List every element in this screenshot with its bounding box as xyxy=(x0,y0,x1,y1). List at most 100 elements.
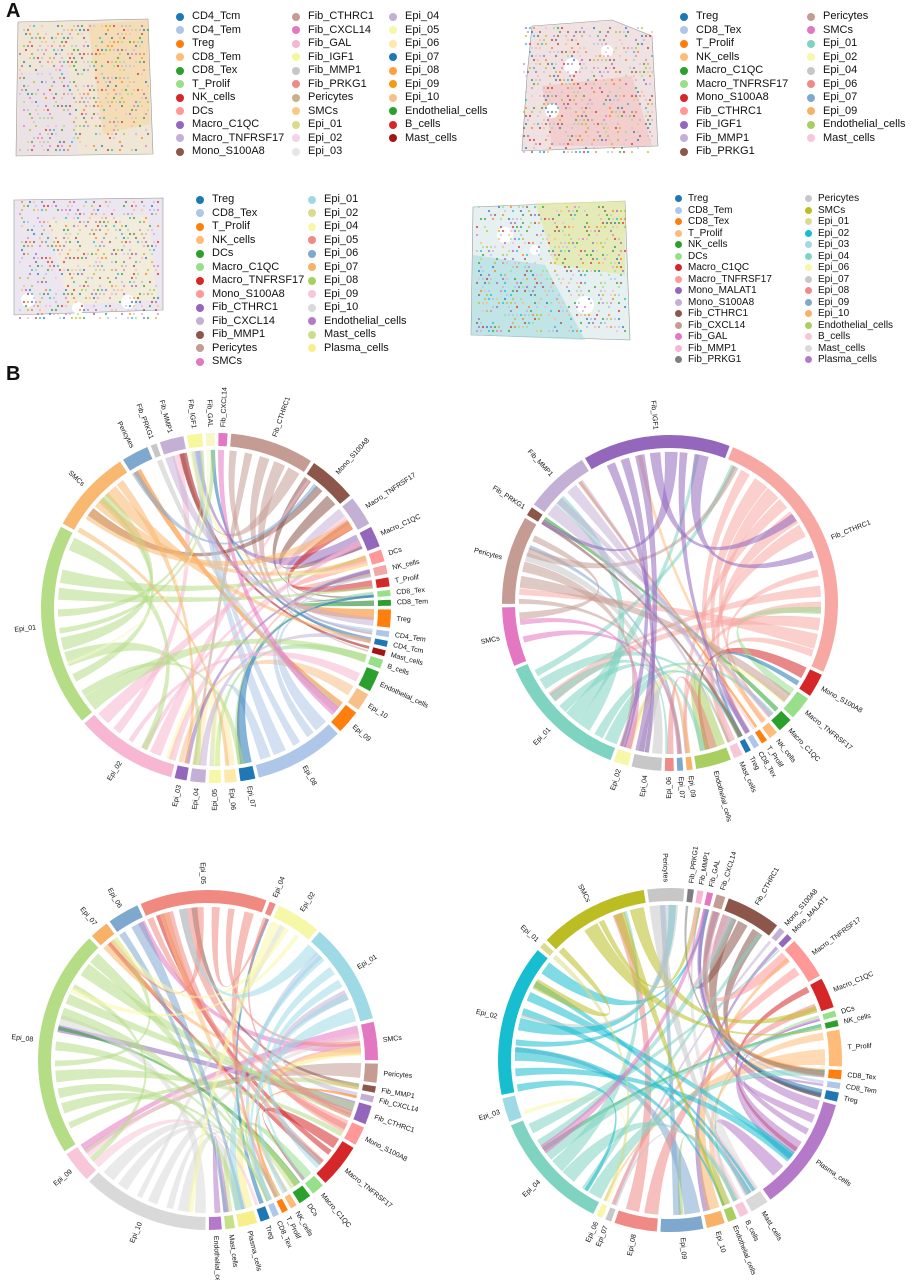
tissue-spot xyxy=(64,40,68,44)
tissue-spot xyxy=(26,244,30,248)
tissue-spot xyxy=(567,313,571,317)
tissue-spot xyxy=(50,84,54,88)
tissue-spot xyxy=(94,236,98,240)
tissue-spot xyxy=(56,208,60,212)
chord-ribbon xyxy=(149,479,311,757)
tissue-spot xyxy=(553,253,557,257)
legend-item: CD4_Tem xyxy=(176,24,284,38)
tissue-spot xyxy=(94,292,98,296)
chord-ribbon xyxy=(519,535,599,620)
tissue-spot xyxy=(84,40,88,44)
legend-item: Endothelial_cells xyxy=(805,320,893,332)
tissue-spot xyxy=(144,240,148,244)
legend-label: Epi_01 xyxy=(818,216,850,227)
tissue-spot xyxy=(122,268,126,272)
tissue-spot xyxy=(555,257,559,261)
tissue-spot xyxy=(477,205,481,209)
tissue-spot xyxy=(601,245,605,249)
tissue-spot xyxy=(560,26,564,30)
tissue-spot xyxy=(593,325,597,329)
legend-item: Mono_S100A8 xyxy=(196,288,304,302)
tissue-spot xyxy=(148,280,152,284)
tissue-spot xyxy=(150,292,154,296)
tissue-spot xyxy=(477,261,481,265)
tissue-spot xyxy=(588,82,592,86)
tissue-spot xyxy=(538,94,542,98)
legend-label: Fib_GAL xyxy=(688,331,728,342)
chord-ribbon xyxy=(67,449,210,665)
tissue-spot xyxy=(615,329,619,333)
tissue-spot xyxy=(565,309,569,313)
tissue-spot xyxy=(146,28,150,32)
legend-swatch xyxy=(176,107,184,116)
tissue-spot xyxy=(36,312,40,316)
chord-sector-label: Epi_09 xyxy=(687,775,697,798)
tissue-spot xyxy=(76,224,80,228)
legend-label: DCs xyxy=(212,247,234,259)
tissue-spot xyxy=(624,82,628,86)
tissue-spot xyxy=(596,34,600,38)
legend-label: Epi_10 xyxy=(405,91,440,103)
tissue-spot xyxy=(124,304,128,308)
tissue-spot xyxy=(609,325,613,329)
tissue-spot xyxy=(544,98,548,102)
tissue-spot xyxy=(501,277,505,281)
tissue-spot xyxy=(530,94,534,98)
tissue-spot xyxy=(30,92,34,96)
legend-swatch xyxy=(196,330,204,339)
chord-sector xyxy=(713,894,726,910)
tissue-spot xyxy=(539,281,543,285)
tissue-spot xyxy=(499,225,503,229)
tissue-spot xyxy=(557,229,561,233)
chord-sector xyxy=(502,607,527,666)
tissue-spot xyxy=(58,244,62,248)
chord-sector xyxy=(614,1210,658,1232)
chord-ribbon xyxy=(117,1125,272,1201)
tissue-spot xyxy=(615,257,619,261)
tissue-spot xyxy=(20,88,24,92)
tissue-spot xyxy=(578,54,582,58)
tissue-spot xyxy=(94,124,98,128)
tissue-spot xyxy=(126,228,130,232)
tissue-spot xyxy=(596,66,600,70)
tissue-spot xyxy=(94,268,98,272)
tissue-spot xyxy=(52,296,56,300)
tissue-spot xyxy=(578,46,582,50)
tissue-spot xyxy=(583,273,587,277)
tissue-spot xyxy=(84,288,88,292)
tissue-spot xyxy=(597,325,601,329)
tissue-spot xyxy=(596,130,600,134)
tissue-spot xyxy=(126,52,130,56)
legend-label: Epi_01 xyxy=(308,118,343,130)
tissue-spot xyxy=(570,46,574,50)
tissue-spot xyxy=(72,80,76,84)
legend-swatch xyxy=(196,344,204,353)
tissue-spot xyxy=(604,34,608,38)
tissue-spot xyxy=(648,138,652,142)
tissue-spot xyxy=(630,94,634,98)
tissue-spot xyxy=(128,296,132,300)
tissue-spot xyxy=(126,252,130,256)
legend-swatch xyxy=(176,53,184,62)
legend-swatch xyxy=(196,276,204,285)
tissue-spot xyxy=(98,284,102,288)
tissue-spot xyxy=(485,325,489,329)
tissue-spot xyxy=(20,256,24,260)
tissue-spot xyxy=(52,216,56,220)
tissue-spot xyxy=(600,138,604,142)
tissue-spot xyxy=(584,82,588,86)
tissue-spot xyxy=(542,54,546,58)
tissue-spot xyxy=(90,60,94,64)
legend-item: Mono_S100A8 xyxy=(675,297,772,309)
tissue-spot xyxy=(56,264,60,268)
tissue-spot xyxy=(487,273,491,277)
tissue-spot xyxy=(26,220,30,224)
tissue-spot xyxy=(52,200,56,204)
tissue-spot xyxy=(48,312,52,316)
tissue-spot xyxy=(138,44,142,48)
tissue-spot xyxy=(112,224,116,228)
tissue-spot xyxy=(48,72,52,76)
tissue-spot xyxy=(112,96,116,100)
tissue-spot xyxy=(62,148,66,152)
tissue-spot xyxy=(30,36,34,40)
